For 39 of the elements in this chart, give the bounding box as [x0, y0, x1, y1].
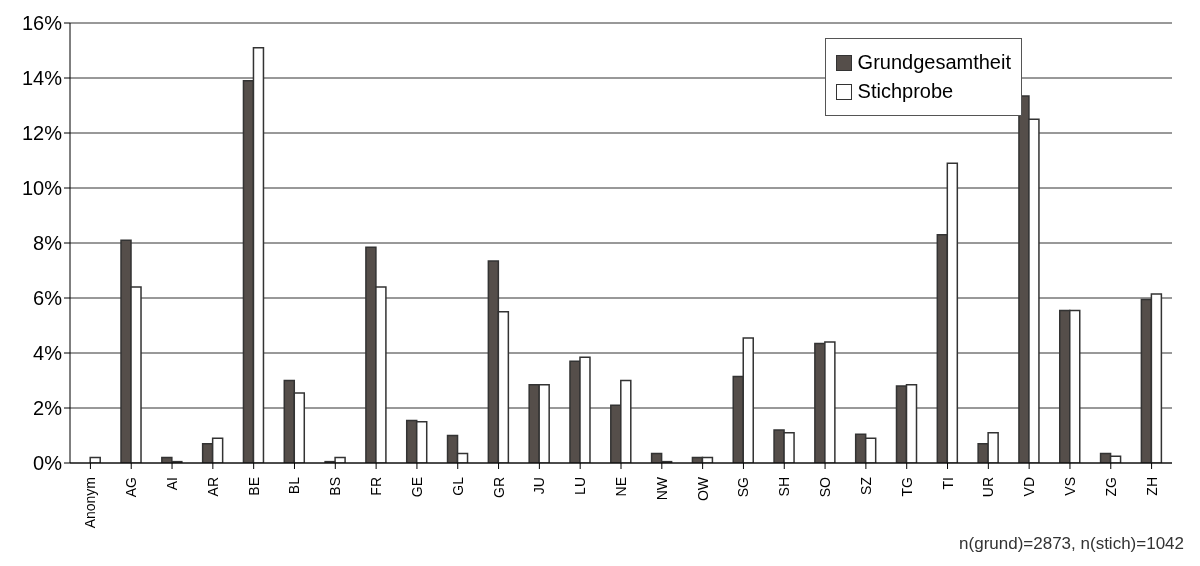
y-tick-label: 8%	[33, 232, 63, 255]
x-tick-label: SZ	[857, 476, 874, 495]
y-tick-label: 6%	[33, 287, 63, 310]
x-tick-label: BL	[286, 476, 303, 495]
y-tick-label: 10%	[21, 177, 63, 200]
legend-label: Grundgesamtheit	[857, 51, 1011, 74]
x-tick-label: GE	[408, 477, 425, 498]
x-tick-label: ZH	[1143, 477, 1160, 496]
x-tick-label: TI	[939, 477, 956, 490]
x-tick-label: OW	[694, 476, 711, 502]
x-tick-label: AG	[123, 477, 140, 498]
x-tick-label: ZG	[1102, 477, 1119, 497]
x-tick-label: Anonym	[82, 477, 99, 529]
x-tick-label: VS	[1061, 477, 1078, 496]
y-tick-label: 12%	[21, 122, 63, 145]
y-tick-label: 16%	[21, 12, 63, 35]
x-tick-label: AI	[164, 477, 181, 491]
x-tick-label: BS	[327, 477, 344, 496]
y-tick-label: 4%	[33, 342, 63, 365]
x-tick-label: BE	[245, 477, 262, 496]
x-tick-label: GR	[490, 477, 507, 498]
x-tick-label: SG	[735, 477, 752, 498]
x-tick-label: NW	[653, 476, 670, 501]
y-tick-label: 0%	[33, 452, 63, 475]
x-tick-label: SH	[776, 477, 793, 497]
text: n(grund)=2873, n(stich)=1042	[959, 534, 1184, 554]
x-tick-label: TG	[898, 477, 915, 497]
y-tick-label: 2%	[33, 397, 63, 420]
x-tick-label: UR	[980, 477, 997, 498]
x-tick-label: JU	[531, 477, 548, 495]
x-tick-label: NE	[613, 477, 629, 497]
x-tick-label: AR	[204, 477, 221, 497]
x-tick-label: LU	[572, 477, 589, 495]
x-tick-label: SO	[817, 476, 834, 498]
x-tick-label: VD	[1021, 477, 1038, 497]
y-tick-label: 14%	[21, 67, 63, 90]
x-tick-label: GL	[449, 476, 466, 496]
x-tick-label: FR	[368, 477, 385, 496]
legend-label: Stichprobe	[857, 80, 954, 103]
